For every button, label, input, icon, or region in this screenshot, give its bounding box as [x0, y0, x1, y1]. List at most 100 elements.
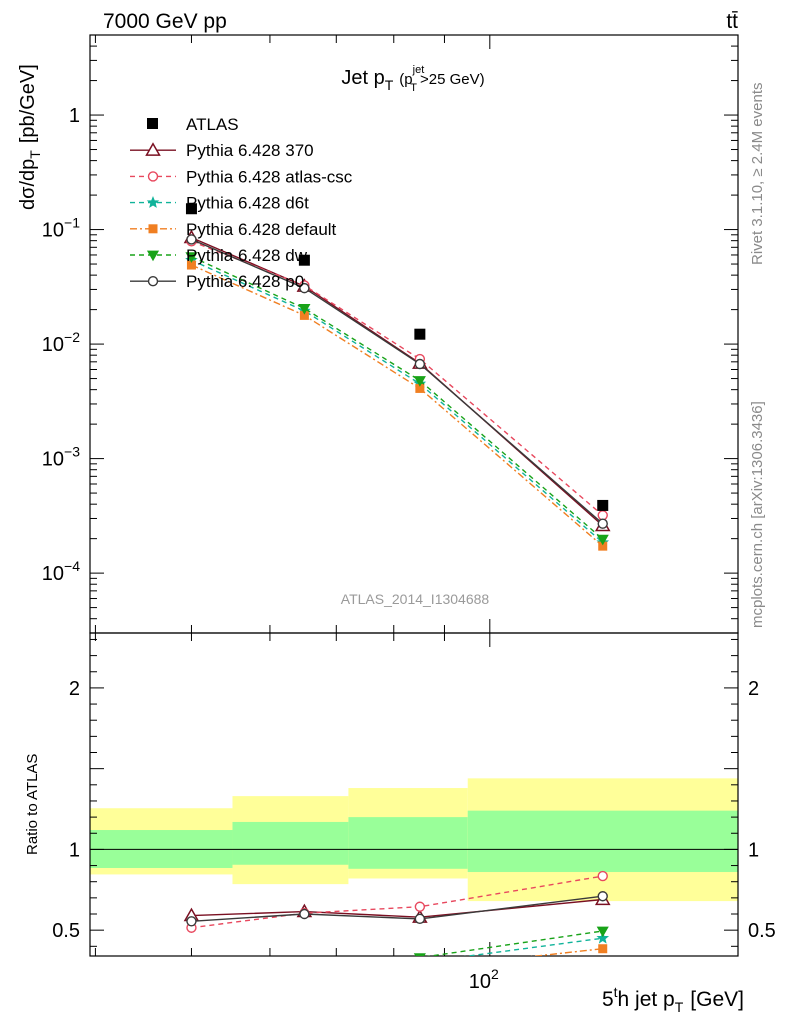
ratio-series-group — [183, 870, 611, 975]
main-series-line-3 — [191, 264, 604, 547]
main-point-3-1 — [299, 310, 309, 320]
main-series-clip — [183, 203, 611, 551]
ratio-point-2-1 — [299, 965, 309, 975]
ratio-point-4-1 — [299, 962, 309, 971]
ratio-y-tick-label-left-2: 2 — [69, 678, 80, 700]
main-point-3-3 — [598, 541, 608, 551]
main-y-axis-label-main: dσ/dp — [17, 159, 39, 210]
main-series-line-4 — [191, 256, 604, 540]
plot-title-main-sub: T — [385, 77, 394, 93]
legend-label-atlas: ATLAS — [186, 115, 239, 134]
x-axis-label: 5th jet pT [GeV] — [602, 984, 744, 1015]
process-label: tt̄ — [726, 10, 738, 33]
x-axis-label-sup: t — [614, 984, 618, 1000]
ratio-point-5-2 — [414, 913, 426, 925]
main-y-tick-label-exp: −2 — [64, 329, 80, 345]
legend-marker-4 — [146, 250, 160, 262]
x-axis-label-unit: [GeV] — [690, 988, 744, 1011]
legend-marker-atlas — [147, 118, 158, 129]
x-axis-label-mid: h jet p — [618, 988, 675, 1011]
plot-title-open: (p — [399, 71, 412, 88]
ratio-series-clip — [183, 870, 611, 975]
legend-label-3: Pythia 6.428 default — [186, 220, 337, 239]
main-point-4-2 — [413, 376, 426, 387]
plot-title-main: Jet p — [341, 67, 384, 89]
main-point-4-1 — [298, 303, 311, 315]
main-series-line-5 — [191, 238, 604, 525]
main-y-tick-label-base: 10 — [42, 449, 64, 471]
legend-marker-1 — [147, 171, 159, 182]
main-series-line-1 — [191, 240, 604, 516]
main-y-tick-label-base: 10 — [42, 334, 64, 356]
rivet-label: Rivet 3.1.10, ≥ 2.4M events — [749, 83, 766, 266]
ratio-point-5-0 — [186, 916, 197, 927]
main-point-4-3 — [596, 534, 609, 546]
ratio-series-line-0 — [191, 898, 603, 918]
ratio-point-3-3 — [598, 944, 608, 954]
main-y-tick-label-2: 10−2 — [42, 329, 80, 356]
main-y-tick-label-base: 10 — [42, 220, 64, 242]
legend-marker-3 — [148, 224, 158, 234]
ratio-point-2-3 — [596, 931, 610, 944]
main-y-axis-label-unit: [pb/GeV] — [17, 64, 39, 143]
ratio-point-3-2 — [415, 964, 424, 973]
legend-marker-2 — [146, 195, 160, 208]
ratio-point-4-2 — [413, 953, 426, 956]
main-y-tick-label-4: 1 — [69, 105, 80, 127]
plot-title-sup: jet — [412, 64, 425, 76]
main-y-axis-label: dσ/dpT [pb/GeV] — [17, 64, 43, 210]
ratio-point-1-3 — [597, 870, 608, 882]
main-y-tick-label-exp: −4 — [64, 558, 80, 574]
stat-uncertainty-band-2 — [348, 817, 468, 869]
main-y-tick-label-1: 10−3 — [42, 444, 80, 471]
legend-label-0: Pythia 6.428 370 — [186, 141, 314, 160]
atlas-data-point-1 — [298, 254, 310, 266]
plot-title-close: >25 GeV) — [420, 71, 485, 88]
plot-title-sub: T — [410, 82, 417, 94]
ratio-y-tick-label-right-1: 1 — [748, 839, 759, 861]
mcplots-label: mcplots.cern.ch [arXiv:1306.3436] — [749, 401, 766, 628]
ratio-point-1-2 — [414, 901, 426, 912]
stat-uncertainty-band-1 — [232, 821, 349, 865]
main-series-line-2 — [191, 259, 604, 544]
main-point-1-3 — [597, 510, 608, 521]
x-tick-label-0: 102 — [469, 966, 499, 993]
legend-label-1: Pythia 6.428 atlas-csc — [186, 167, 353, 186]
main-point-5-3 — [597, 518, 608, 529]
atlas-data-point-0 — [185, 203, 197, 215]
ratio-bands — [90, 778, 738, 902]
ratio-y-tick-label-right-0: 0.5 — [748, 920, 776, 942]
main-y-tick-label-base: 1 — [69, 105, 80, 127]
main-point-3-2 — [415, 383, 425, 393]
ratio-y-tick-label-left-0: 0.5 — [52, 920, 80, 942]
ratio-series-line-3 — [530, 948, 603, 956]
analysis-id: ATLAS_2014_I1304688 — [341, 591, 490, 607]
ratio-plot-frame — [89, 632, 739, 957]
legend-label-2: Pythia 6.428 d6t — [186, 194, 309, 213]
main-y-tick-label-base: 10 — [42, 563, 64, 585]
collision-label: 7000 GeV pp — [103, 10, 227, 33]
main-y-tick-label-0: 10−4 — [42, 558, 80, 585]
main-y-tick-label-exp: −1 — [64, 215, 80, 231]
main-y-tick-label-exp: −3 — [64, 444, 80, 460]
atlas-data-point-2 — [414, 328, 426, 340]
legend-label-5: Pythia 6.428 p0 — [186, 272, 304, 291]
ratio-point-5-3 — [597, 891, 608, 902]
main-point-3-0 — [186, 260, 196, 270]
main-y-axis-label-sub: T — [27, 150, 43, 159]
ratio-y-tick-label-left-1: 1 — [69, 839, 80, 861]
ratio-series-line-5 — [191, 895, 603, 922]
main-point-4-0 — [185, 252, 198, 263]
ratio-point-4-3 — [596, 926, 609, 938]
ratio-y-axis-label: Ratio to ATLAS — [24, 754, 41, 855]
main-y-tick-label-3: 10−1 — [42, 215, 80, 242]
ratio-series-line-4 — [426, 930, 603, 956]
legend-label-4: Pythia 6.428 dw — [186, 246, 308, 265]
x-axis-label-sub: T — [675, 999, 684, 1015]
main-point-5-0 — [186, 234, 197, 245]
legend-marker-5 — [147, 276, 159, 287]
legend: ATLAS Pythia 6.428 370 Pythia 6.428 atlas-… — [130, 115, 353, 291]
